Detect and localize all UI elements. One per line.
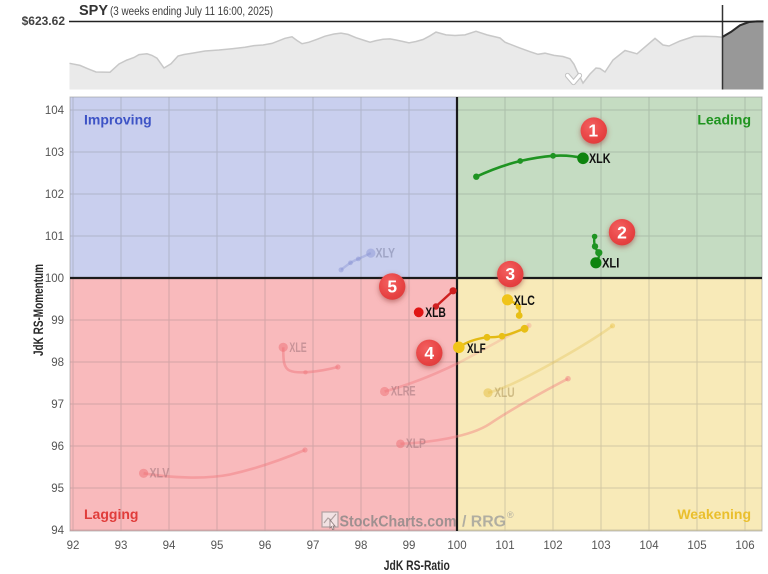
svg-text:3: 3 xyxy=(505,264,515,284)
svg-text:1: 1 xyxy=(588,121,598,141)
svg-text:94: 94 xyxy=(163,540,176,552)
svg-text:Lagging: Lagging xyxy=(84,506,138,522)
svg-text:99: 99 xyxy=(51,315,64,327)
svg-text:(3 weeks ending July 11 16:00,: (3 weeks ending July 11 16:00, 2025) xyxy=(110,6,273,18)
svg-text:XLE: XLE xyxy=(289,339,306,355)
svg-text:95: 95 xyxy=(211,540,224,552)
svg-text:5: 5 xyxy=(387,277,397,297)
svg-text:101: 101 xyxy=(45,231,64,243)
svg-text:103: 103 xyxy=(591,540,610,552)
svg-text:103: 103 xyxy=(45,147,64,159)
svg-text:®: ® xyxy=(507,510,514,520)
svg-text:4: 4 xyxy=(424,343,434,363)
svg-text:$623.62: $623.62 xyxy=(22,14,66,28)
svg-text:XLP: XLP xyxy=(406,435,426,451)
svg-text:XLRE: XLRE xyxy=(391,383,416,399)
svg-text:Leading: Leading xyxy=(697,112,751,128)
svg-text:99: 99 xyxy=(403,540,416,552)
svg-text:97: 97 xyxy=(307,540,320,552)
svg-text:XLC: XLC xyxy=(514,292,535,308)
svg-text:104: 104 xyxy=(45,105,65,117)
svg-text:StockCharts.com: StockCharts.com xyxy=(340,514,457,531)
svg-text:XLY: XLY xyxy=(376,244,396,260)
svg-text:105: 105 xyxy=(687,540,706,552)
svg-text:XLU: XLU xyxy=(494,384,515,400)
svg-text:XLV: XLV xyxy=(150,465,170,481)
svg-text:104: 104 xyxy=(639,540,659,552)
svg-text:102: 102 xyxy=(543,540,562,552)
svg-text:JdK RS-Momentum: JdK RS-Momentum xyxy=(30,264,46,356)
svg-text:XLB: XLB xyxy=(425,304,446,320)
svg-text:XLK: XLK xyxy=(589,150,611,166)
svg-text:95: 95 xyxy=(51,483,64,495)
svg-text:98: 98 xyxy=(51,357,64,369)
svg-text:94: 94 xyxy=(51,525,64,537)
svg-text:93: 93 xyxy=(115,540,128,552)
svg-text:JdK RS-Ratio: JdK RS-Ratio xyxy=(384,557,450,573)
svg-text:Improving: Improving xyxy=(84,112,152,128)
svg-text:92: 92 xyxy=(67,540,80,552)
svg-text:SPY: SPY xyxy=(79,3,108,19)
svg-text:98: 98 xyxy=(355,540,368,552)
svg-text:100: 100 xyxy=(45,273,64,285)
svg-text:101: 101 xyxy=(495,540,514,552)
svg-text:2: 2 xyxy=(617,222,627,242)
svg-text:102: 102 xyxy=(45,189,64,201)
svg-text:96: 96 xyxy=(259,540,272,552)
svg-text:97: 97 xyxy=(51,399,64,411)
svg-text:/ RRG: / RRG xyxy=(462,514,506,531)
svg-text:100: 100 xyxy=(447,540,466,552)
svg-text:106: 106 xyxy=(735,540,754,552)
svg-text:Weakening: Weakening xyxy=(677,506,751,522)
svg-text:96: 96 xyxy=(51,441,64,453)
svg-text:XLI: XLI xyxy=(602,255,619,271)
svg-text:XLF: XLF xyxy=(467,340,486,356)
